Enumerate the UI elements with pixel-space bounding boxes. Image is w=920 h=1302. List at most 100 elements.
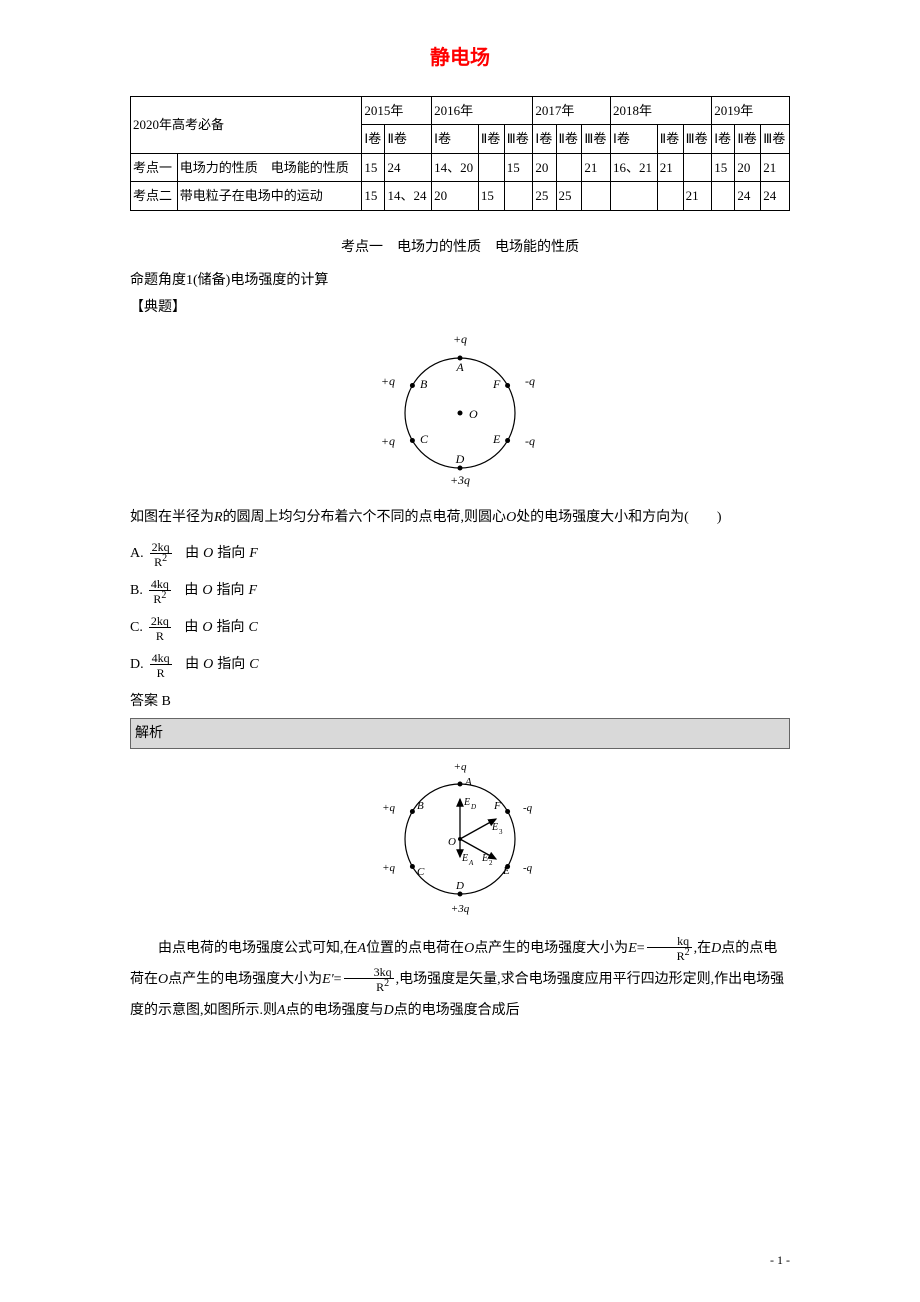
example-label: 【典题】 bbox=[130, 295, 790, 320]
cell bbox=[657, 182, 683, 210]
year-2019: 2019年 bbox=[712, 97, 790, 125]
year-2016: 2016年 bbox=[432, 97, 533, 125]
cell: 24 bbox=[735, 182, 761, 210]
explanation-text: 由点电荷的电场强度公式可知,在A位置的点电荷在O点产生的电场强度大小为E=kqR… bbox=[130, 934, 790, 1026]
option-c: C. 2kqR 由O指向C bbox=[130, 615, 790, 642]
cell: 24 bbox=[385, 153, 432, 181]
svg-text:E: E bbox=[481, 853, 488, 864]
svg-text:E: E bbox=[461, 853, 468, 864]
cell: 20 bbox=[432, 182, 479, 210]
svg-text:B: B bbox=[417, 800, 424, 812]
svg-text:A: A bbox=[455, 360, 464, 374]
cell bbox=[611, 182, 658, 210]
cell bbox=[582, 182, 611, 210]
cell bbox=[504, 182, 533, 210]
svg-text:+q: +q bbox=[453, 332, 467, 346]
svg-text:3: 3 bbox=[499, 828, 503, 836]
svg-text:B: B bbox=[420, 377, 428, 391]
answer: 答案 B bbox=[130, 689, 790, 714]
cell: 20 bbox=[533, 153, 556, 181]
section-head: 考点一 电场力的性质 电场能的性质 bbox=[130, 235, 790, 260]
svg-text:+3q: +3q bbox=[450, 473, 470, 487]
cell: 21 bbox=[657, 153, 683, 181]
svg-text:C: C bbox=[417, 866, 425, 878]
vol: Ⅲ卷 bbox=[761, 125, 790, 153]
cell: 14、20 bbox=[432, 153, 479, 181]
svg-text:+q: +q bbox=[382, 802, 395, 814]
svg-text:E: E bbox=[463, 797, 470, 808]
cell bbox=[712, 182, 735, 210]
exam-header-main: 2020年高考必备 bbox=[131, 97, 362, 154]
vol: Ⅰ卷 bbox=[362, 125, 385, 153]
vol: Ⅰ卷 bbox=[533, 125, 556, 153]
svg-text:-q: -q bbox=[523, 862, 533, 874]
cell: 15 bbox=[504, 153, 533, 181]
svg-text:D: D bbox=[470, 803, 476, 811]
svg-text:+q: +q bbox=[454, 761, 467, 773]
svg-text:F: F bbox=[492, 377, 501, 391]
cell: 20 bbox=[735, 153, 761, 181]
cell bbox=[478, 153, 504, 181]
cell: 15 bbox=[478, 182, 504, 210]
svg-text:O: O bbox=[469, 407, 478, 421]
year-2017: 2017年 bbox=[533, 97, 611, 125]
vol: Ⅰ卷 bbox=[712, 125, 735, 153]
cell: 15 bbox=[362, 153, 385, 181]
svg-text:-q: -q bbox=[525, 374, 535, 388]
year-2015: 2015年 bbox=[362, 97, 432, 125]
row2-label1: 考点二 bbox=[131, 182, 178, 210]
svg-text:-q: -q bbox=[525, 434, 535, 448]
vol: Ⅱ卷 bbox=[478, 125, 504, 153]
vol: Ⅲ卷 bbox=[504, 125, 533, 153]
svg-text:+q: +q bbox=[381, 434, 395, 448]
page-title: 静电场 bbox=[130, 40, 790, 76]
cell: 21 bbox=[683, 182, 712, 210]
cell: 25 bbox=[556, 182, 582, 210]
vol: Ⅱ卷 bbox=[657, 125, 683, 153]
row1-label1: 考点一 bbox=[131, 153, 178, 181]
svg-text:-q: -q bbox=[523, 802, 533, 814]
vol: Ⅲ卷 bbox=[582, 125, 611, 153]
svg-text:A: A bbox=[464, 776, 472, 788]
cell: 15 bbox=[362, 182, 385, 210]
vol: Ⅰ卷 bbox=[432, 125, 479, 153]
svg-text:E: E bbox=[502, 865, 510, 877]
row2-label2: 带电粒子在电场中的运动 bbox=[177, 182, 362, 210]
vol: Ⅱ卷 bbox=[385, 125, 432, 153]
figure-2: +q A +q B +q C +3q D -q E -q F O ED EA E… bbox=[130, 757, 790, 926]
cell: 15 bbox=[712, 153, 735, 181]
svg-text:E: E bbox=[491, 822, 498, 833]
svg-text:2: 2 bbox=[489, 859, 493, 867]
svg-text:C: C bbox=[420, 432, 429, 446]
cell: 25 bbox=[533, 182, 556, 210]
vol: Ⅰ卷 bbox=[611, 125, 658, 153]
svg-text:+3q: +3q bbox=[451, 903, 470, 915]
svg-text:+q: +q bbox=[381, 374, 395, 388]
svg-text:F: F bbox=[493, 800, 501, 812]
explanation-bar: 解析 bbox=[130, 718, 790, 749]
cell: 14、24 bbox=[385, 182, 432, 210]
svg-text:A: A bbox=[468, 859, 474, 867]
exam-table: 2020年高考必备 2015年 2016年 2017年 2018年 2019年 … bbox=[130, 96, 790, 211]
option-b: B. 4kqR2 由O指向F bbox=[130, 578, 790, 605]
cell bbox=[556, 153, 582, 181]
year-2018: 2018年 bbox=[611, 97, 712, 125]
row1-label2: 电场力的性质 电场能的性质 bbox=[177, 153, 362, 181]
svg-text:O: O bbox=[448, 836, 456, 848]
cell bbox=[683, 153, 712, 181]
svg-text:D: D bbox=[455, 452, 465, 466]
figure-1: +q A +q B +q C +3q D -q E -q F O bbox=[130, 328, 790, 497]
svg-text:+q: +q bbox=[382, 862, 395, 874]
question-text: 如图在半径为R的圆周上均匀分布着六个不同的点电荷,则圆心O处的电场强度大小和方向… bbox=[130, 505, 790, 530]
vol: Ⅱ卷 bbox=[735, 125, 761, 153]
page-number: - 1 - bbox=[770, 1250, 790, 1272]
option-a: A. 2kqR2 由O指向F bbox=[130, 541, 790, 568]
svg-text:D: D bbox=[455, 880, 464, 892]
vol: Ⅱ卷 bbox=[556, 125, 582, 153]
svg-text:E: E bbox=[492, 432, 501, 446]
cell: 21 bbox=[761, 153, 790, 181]
vol: Ⅲ卷 bbox=[683, 125, 712, 153]
cell: 24 bbox=[761, 182, 790, 210]
cmd-angle: 命题角度1(储备)电场强度的计算 bbox=[130, 268, 790, 293]
cell: 16、21 bbox=[611, 153, 658, 181]
